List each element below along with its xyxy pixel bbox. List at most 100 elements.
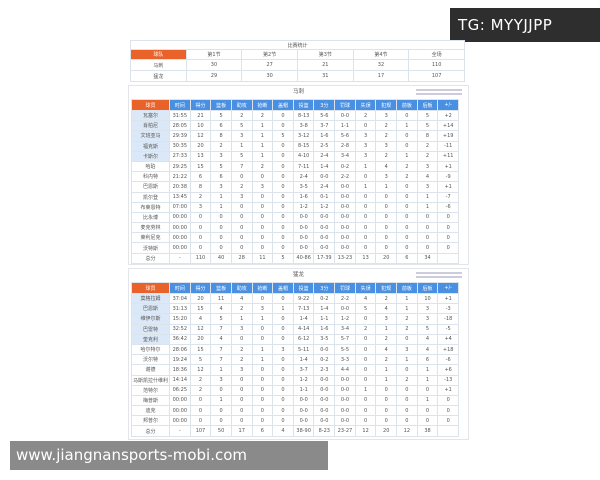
stat-value: 110 (189, 252, 212, 264)
stat-value: 3 (272, 343, 294, 356)
stat-value: +1 (437, 384, 459, 396)
stat-value: 6 (210, 120, 232, 132)
stat-value: 3 (210, 374, 232, 386)
player-name: 范特尔 (131, 384, 170, 396)
stat-value: +19 (437, 130, 459, 142)
stat-value: - (169, 425, 191, 437)
stat-value: 4-10 (292, 150, 315, 162)
player-row: 沃特斯 00:00 0 0 0 0 0 0-0 0-0 0-0 0 0 0 0 0 (131, 242, 459, 254)
stat-value: 12 (189, 364, 212, 376)
player-row: 莱利尼克 00:00 0 0 0 0 0 0-0 0-0 0-0 0 0 0 0 0 (131, 232, 459, 244)
column-header: 投篮 (292, 282, 315, 294)
column-header: 得分 (189, 99, 212, 111)
player-stats-table: 球员 时间 得分 篮板 助攻 抢断 盖帽 投篮 3分 罚球 失误 犯规 前板 后板 +/- 莫格拉姆 37:04… (131, 282, 459, 437)
stat-value: 0 (354, 333, 377, 345)
stat-value: 27:33 (169, 150, 191, 162)
stat-value: 1 (375, 374, 398, 386)
stat-value: 0 (375, 242, 398, 254)
stat-value: 0 (354, 242, 377, 254)
stat-value: 5-5 (334, 343, 356, 356)
stat-value: 0 (272, 120, 294, 132)
stat-value: 20 (189, 140, 212, 152)
stat-value: 2 (230, 181, 253, 193)
stat-value: 0 (354, 313, 377, 325)
stat-value: 0 (375, 211, 398, 224)
stat-value: 5-6 (313, 109, 336, 122)
stat-value: 0-0 (292, 394, 315, 407)
stat-value: 7 (210, 323, 232, 335)
stat-value: 1-4 (292, 354, 315, 366)
stat-value: 4 (272, 425, 294, 437)
player-name: 科内特 (131, 171, 170, 183)
stat-value: 2 (375, 120, 398, 132)
stat-value: 0 (396, 211, 418, 224)
column-header: 助攻 (230, 282, 253, 294)
stat-value: 0 (354, 211, 377, 224)
stat-value: 0 (416, 384, 439, 396)
quarter-score: 110 (408, 59, 465, 71)
stat-value: 2 (230, 343, 253, 356)
stat-value: 0 (272, 109, 294, 122)
stat-value: 00:00 (169, 394, 191, 407)
stat-value: 1 (230, 313, 253, 325)
stat-value: 50 (210, 425, 232, 437)
stat-value: 0 (416, 211, 439, 224)
stat-value: -7 (437, 191, 459, 203)
quarter-score: 30 (241, 70, 298, 82)
stat-value: 0 (272, 242, 294, 254)
column-header: 投篮 (292, 99, 315, 111)
stat-value: 0 (230, 222, 253, 234)
stat-value: 0-0 (313, 405, 336, 417)
team-name: 猛龙 (130, 70, 187, 82)
stat-value: 8-15 (292, 140, 315, 152)
stat-value: 0 (437, 242, 459, 254)
column-header: 犯规 (375, 99, 398, 111)
stat-value (437, 425, 459, 437)
stat-value: 7-13 (292, 303, 315, 315)
stat-value: 4 (210, 303, 232, 315)
stat-value: 1 (416, 374, 439, 386)
stat-value: 0 (375, 415, 398, 427)
stat-value: 36:42 (169, 333, 191, 345)
stat-value: 0 (437, 405, 459, 417)
team-score-row: 猛龙 29 30 31 17 107 (130, 70, 465, 82)
stat-value: 3 (230, 130, 253, 142)
stat-value: 7 (230, 160, 253, 173)
stat-value: 0-2 (313, 354, 336, 366)
stat-value: 8-23 (313, 425, 336, 437)
team-title: 马刺 (292, 89, 304, 95)
stat-value: 15 (189, 303, 212, 315)
stat-value: 19:24 (169, 354, 191, 366)
watermark-tg: TG: MYYJJPP (450, 8, 600, 42)
stat-value: 0 (251, 171, 274, 183)
column-header: 前板 (396, 99, 418, 111)
stat-value: 1 (251, 120, 274, 132)
stat-value: 0 (189, 211, 212, 224)
stat-value: 0 (396, 222, 418, 234)
stat-value: 13 (354, 252, 377, 264)
stat-value: 0 (354, 120, 377, 132)
column-header: 失误 (354, 282, 377, 294)
stat-value: 0 (272, 140, 294, 152)
stat-value: 0 (437, 415, 459, 427)
stat-value: 0-0 (313, 394, 336, 407)
stat-value: 1 (251, 343, 274, 356)
stat-value: 1 (375, 181, 398, 193)
stat-value: +1 (437, 292, 459, 305)
player-row: 布莱恩特 07:00 3 1 0 0 0 1-2 1-2 0-0 0 0 0 1 -6 (131, 201, 459, 213)
stat-value: 0-0 (292, 405, 315, 417)
stat-value: 0 (437, 232, 459, 244)
player-row: 迪克 00:00 0 0 0 0 0 0-0 0-0 0-0 0 0 0 0 0 (131, 405, 459, 417)
quarter-score: 27 (241, 59, 298, 71)
stat-value: 0 (354, 394, 377, 407)
stat-value: 1 (272, 303, 294, 315)
stat-value: -18 (437, 313, 459, 325)
stat-value: 0-0 (334, 384, 356, 396)
stat-value: 21 (189, 109, 212, 122)
stat-value: 0 (354, 191, 377, 203)
stat-value: 5 (416, 109, 439, 122)
player-row: 巴恩斯 31:13 15 4 2 3 1 7-13 1-4 0-0 5 4 1 3 -3 (131, 303, 459, 315)
stat-value: 3-4 (334, 150, 356, 162)
stat-value: 0-0 (313, 171, 336, 183)
stat-value: 0 (396, 415, 418, 427)
